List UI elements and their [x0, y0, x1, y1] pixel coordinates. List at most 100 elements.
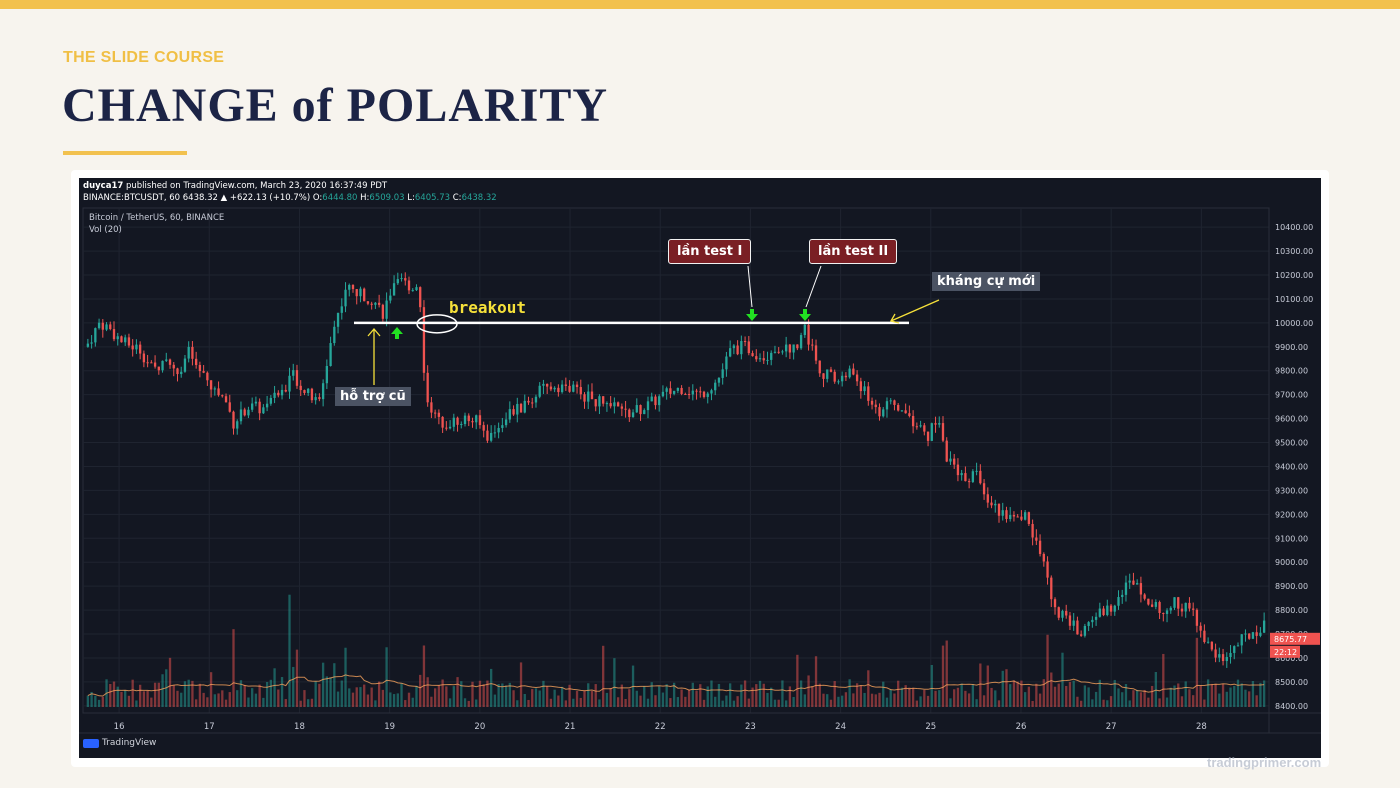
candle-body [740, 341, 743, 355]
candle-body [504, 419, 508, 426]
x-tick-label: 19 [384, 722, 395, 732]
candle-body [609, 403, 612, 407]
volume-bar [725, 695, 728, 707]
volume-bar [512, 690, 515, 707]
candle-body [363, 288, 366, 302]
candle-body [568, 385, 571, 392]
candle-body [602, 396, 605, 404]
candle-body [717, 377, 721, 383]
candle-body [583, 394, 586, 402]
publisher-user[interactable]: duyca17 [83, 181, 124, 191]
candle-body [135, 344, 138, 350]
candle-body [374, 302, 377, 305]
volume-bar [516, 700, 519, 707]
symbol-legend[interactable]: Bitcoin / TetherUS, 60, BINANCE [89, 213, 225, 223]
candle-body [1132, 580, 1135, 585]
volume-bar [602, 645, 605, 707]
volume-bar [643, 686, 646, 707]
volume-bar [575, 690, 579, 707]
volume-bar [538, 690, 541, 707]
volume-bar [971, 683, 975, 707]
volume-bar [736, 696, 739, 707]
volume-bar [310, 698, 314, 707]
x-tick-label: 18 [294, 722, 305, 732]
candle-body [161, 360, 164, 371]
tradingview-logo[interactable]: TradingView [83, 738, 156, 748]
tradingview-chart[interactable]: 10400.00 10300.00 10200.00 10100.00 10000.00… [79, 178, 1321, 758]
volume-bar [142, 691, 146, 707]
volume-bar [206, 697, 209, 707]
candle-body [669, 388, 672, 394]
candle-body [953, 458, 956, 465]
volume-bar [370, 687, 373, 707]
candle-body [146, 362, 149, 364]
volume-bar [938, 690, 941, 707]
volume-bar [1139, 692, 1143, 707]
top-accent-bar [0, 0, 1400, 9]
volume-bar [183, 681, 187, 707]
candle-body [863, 386, 866, 392]
volume-bar [695, 690, 698, 707]
volume-bar [277, 689, 280, 707]
volume-bar [826, 694, 829, 707]
candle-body [1068, 615, 1072, 626]
candle-body [251, 403, 254, 410]
volume-bar [1233, 685, 1236, 707]
candle-body [94, 328, 97, 343]
volume-bar [687, 689, 691, 707]
candle-body [590, 391, 594, 400]
publisher-line: duyca17 published on TradingView.com, Ma… [83, 181, 387, 191]
candle-body [575, 384, 579, 388]
candle-body [314, 397, 317, 401]
candle-body [743, 341, 747, 343]
high-label: H: [357, 193, 370, 203]
volume-bar [284, 699, 287, 707]
candle-body [1061, 610, 1064, 618]
volume-legend[interactable]: Vol (20) [89, 225, 122, 235]
candle-body [389, 295, 392, 301]
volume-bar [728, 683, 732, 707]
volume-bar [915, 700, 919, 707]
volume-bar [1195, 637, 1199, 707]
candle-body [400, 278, 403, 280]
y-tick-label: 9500.00 [1275, 439, 1308, 448]
volume-bar [553, 689, 556, 707]
volume-bar [870, 693, 874, 707]
candle-body [841, 375, 844, 382]
candle-body [333, 326, 336, 344]
candle-body [889, 400, 892, 402]
candle-body [377, 302, 381, 305]
candle-body [531, 402, 534, 404]
volume-bar [658, 686, 661, 707]
candle-body [467, 415, 470, 422]
candle-body [456, 417, 459, 425]
volume-bar [885, 697, 889, 707]
footer-brand[interactable]: tradingprimer.com [1207, 755, 1322, 770]
volume-bar [781, 680, 784, 707]
chart-plot[interactable]: 10400.00 10300.00 10200.00 10100.00 10000.00… [79, 178, 1321, 758]
volume-bar [1214, 683, 1217, 707]
volume-bar [1221, 684, 1225, 707]
volume-bar [501, 683, 504, 707]
volume-bar [990, 687, 993, 707]
volume-bar [321, 662, 325, 707]
candle-body [714, 382, 717, 391]
candle-body [1195, 609, 1199, 626]
volume-bar [288, 594, 291, 707]
candle-body [1072, 620, 1075, 626]
volume-bar [157, 682, 160, 707]
volume-bar [381, 689, 385, 707]
volume-bar [1128, 700, 1131, 707]
volume-bar [1136, 689, 1139, 707]
candle-body [512, 409, 515, 415]
volume-bar [829, 699, 833, 707]
breakout-label: breakout [449, 298, 527, 317]
volume-bar [758, 680, 762, 707]
y-tick-label: 10200.00 [1275, 271, 1313, 280]
candle-body [721, 369, 724, 378]
volume-bar [900, 687, 904, 707]
candle-body [542, 383, 545, 386]
volume-bar [986, 665, 989, 707]
volume-bar [904, 685, 907, 707]
volume-bar [198, 683, 202, 707]
